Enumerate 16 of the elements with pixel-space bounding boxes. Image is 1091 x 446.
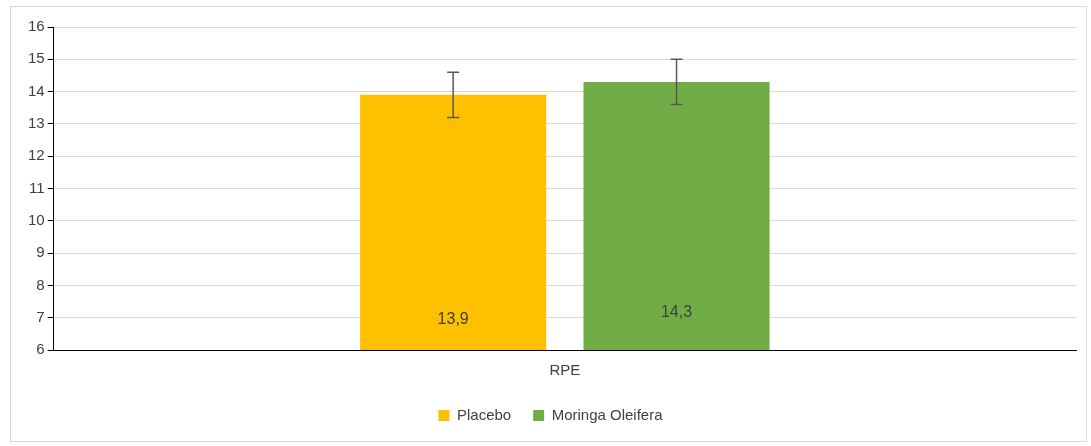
y-tick-label: 13 xyxy=(28,114,45,132)
y-tick-label: 9 xyxy=(36,243,45,261)
y-tick-label: 10 xyxy=(28,210,45,228)
y-tick-label: 14 xyxy=(28,81,45,99)
y-tick-label: 11 xyxy=(29,178,45,196)
y-tick-label: 15 xyxy=(28,49,45,67)
data-label: 13,9 xyxy=(437,309,469,327)
y-tick-label: 7 xyxy=(36,307,45,325)
y-tick-label: 6 xyxy=(36,340,45,358)
y-tick-label: 12 xyxy=(28,146,45,164)
legend-label: Moringa Oleifera xyxy=(551,405,664,423)
data-label: 14,3 xyxy=(660,303,693,321)
x-tick-label: RPE xyxy=(549,361,581,379)
legend-label: Placebo xyxy=(456,405,512,423)
y-tick-label: 16 xyxy=(28,17,45,35)
y-tick-label: 8 xyxy=(36,275,45,293)
